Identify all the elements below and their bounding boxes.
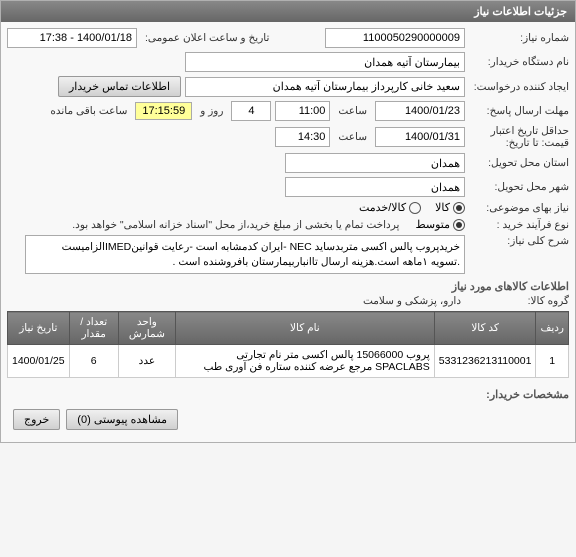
radio-service[interactable]: کالا/خدمت [359,201,421,214]
row-buyer-org: نام دستگاه خریدار: [7,52,569,72]
cell-row: 1 [536,345,569,378]
row-city: شهر محل تحویل: [7,177,569,197]
city-label: شهر محل تحویل: [469,181,569,193]
table-header-row: ردیف کد کالا نام کالا واحد شمارش تعداد /… [8,312,569,345]
need-number-label: شماره نیاز: [469,32,569,44]
deadline-label: مهلت ارسال پاسخ: [469,105,569,117]
content-type-group: کالا کالا/خدمت [359,201,465,214]
cell-name: پروب 15066000 پالس اکسی متر نام تجارتی S… [175,345,434,378]
cell-date: 1400/01/25 [8,345,70,378]
radio-goods-label: کالا [435,201,450,214]
need-number-input[interactable] [325,28,465,48]
radio-goods[interactable]: کالا [435,201,465,214]
payment-note: پرداخت تمام یا بخشی از مبلغ خرید،از محل … [72,219,399,231]
validity-date-input[interactable] [375,127,465,147]
radio-service-label: کالا/خدمت [359,201,406,214]
time-label-1: ساعت [338,105,367,117]
table-row[interactable]: 1 5331236213110001 پروب 15066000 پالس اک… [8,345,569,378]
remain-text: ساعت باقی مانده [50,105,127,117]
row-group: گروه کالا: دارو، پزشکی و سلامت [7,295,569,307]
view-attachments-button[interactable]: مشاهده پیوستی (0) [66,409,178,430]
panel-title: جزئیات اطلاعات نیاز [1,1,575,22]
deadline-time-input[interactable] [275,101,330,121]
row-creator: ایجاد کننده درخواست: اطلاعات تماس خریدار [7,76,569,97]
th-qty: تعداد / مقدار [69,312,118,345]
th-row: ردیف [536,312,569,345]
radio-medium-label: متوسط [415,218,450,231]
th-unit: واحد شمارش [118,312,175,345]
description-box[interactable]: خریدپروب پالس اکسی متربدساید NEC -ایران … [25,235,465,274]
items-section-label: اطلاعات کالاهای مورد نیاز [7,280,569,293]
validity-time-input[interactable] [275,127,330,147]
group-label: گروه کالا: [469,295,569,307]
th-code: کد کالا [434,312,536,345]
buyer-org-label: نام دستگاه خریدار: [469,56,569,68]
items-table: ردیف کد کالا نام کالا واحد شمارش تعداد /… [7,311,569,378]
radio-dot-icon [453,202,465,214]
province-input[interactable] [285,153,465,173]
content-type-label: نیاز بهای موضوعی: [469,202,569,214]
buyer-info-button[interactable]: اطلاعات تماس خریدار [58,76,181,97]
buyer-org-input[interactable] [185,52,465,72]
cell-code: 5331236213110001 [434,345,536,378]
deadline-date-input[interactable] [375,101,465,121]
radio-dot-icon [409,202,421,214]
cell-qty: 6 [69,345,118,378]
row-province: استان محل تحویل: [7,153,569,173]
main-panel: جزئیات اطلاعات نیاز شماره نیاز: تاریخ و … [0,0,576,443]
buy-type-group: متوسط [415,218,465,231]
row-need-number: شماره نیاز: تاریخ و ساعت اعلان عمومی: [7,28,569,48]
cell-unit: عدد [118,345,175,378]
radio-medium[interactable]: متوسط [415,218,465,231]
row-deadline: مهلت ارسال پاسخ: تا تاریخ: ساعت روز و 17… [7,101,569,121]
validity-label: حداقل تاریخ اعتبار قیمت: تا تاریخ: [469,125,569,149]
announce-label: تاریخ و ساعت اعلان عمومی: [145,32,269,44]
province-label: استان محل تحویل: [469,157,569,169]
th-name: نام کالا [175,312,434,345]
panel-body: شماره نیاز: تاریخ و ساعت اعلان عمومی: نا… [1,22,575,442]
row-validity: حداقل تاریخ اعتبار قیمت: تا تاریخ: ساعت [7,125,569,149]
footer-row: مشاهده پیوستی (0) خروج [7,403,569,436]
row-description: شرح کلی نیاز: خریدپروب پالس اکسی متربدسا… [7,235,569,274]
countdown-box: 17:15:59 [135,102,192,120]
creator-input[interactable] [185,77,465,97]
announce-input[interactable] [7,28,137,48]
creator-label: ایجاد کننده درخواست: [469,81,569,93]
row-buy-type: نوع فرآیند خرید : متوسط پرداخت تمام یا ب… [7,218,569,231]
desc-label: شرح کلی نیاز: [469,235,569,247]
radio-dot-icon [453,219,465,231]
th-date: تاریخ نیاز [8,312,70,345]
days-count-input[interactable] [231,101,271,121]
buy-type-label: نوع فرآیند خرید : [469,219,569,231]
days-text: روز و [200,105,223,117]
time-label-2: ساعت [338,131,367,143]
buyer-spec-label: مشخصات خریدار: [7,388,569,401]
city-input[interactable] [285,177,465,197]
group-value: دارو، پزشکی و سلامت [363,295,461,307]
row-content-type: نیاز بهای موضوعی: کالا کالا/خدمت [7,201,569,214]
exit-button[interactable]: خروج [13,409,60,430]
